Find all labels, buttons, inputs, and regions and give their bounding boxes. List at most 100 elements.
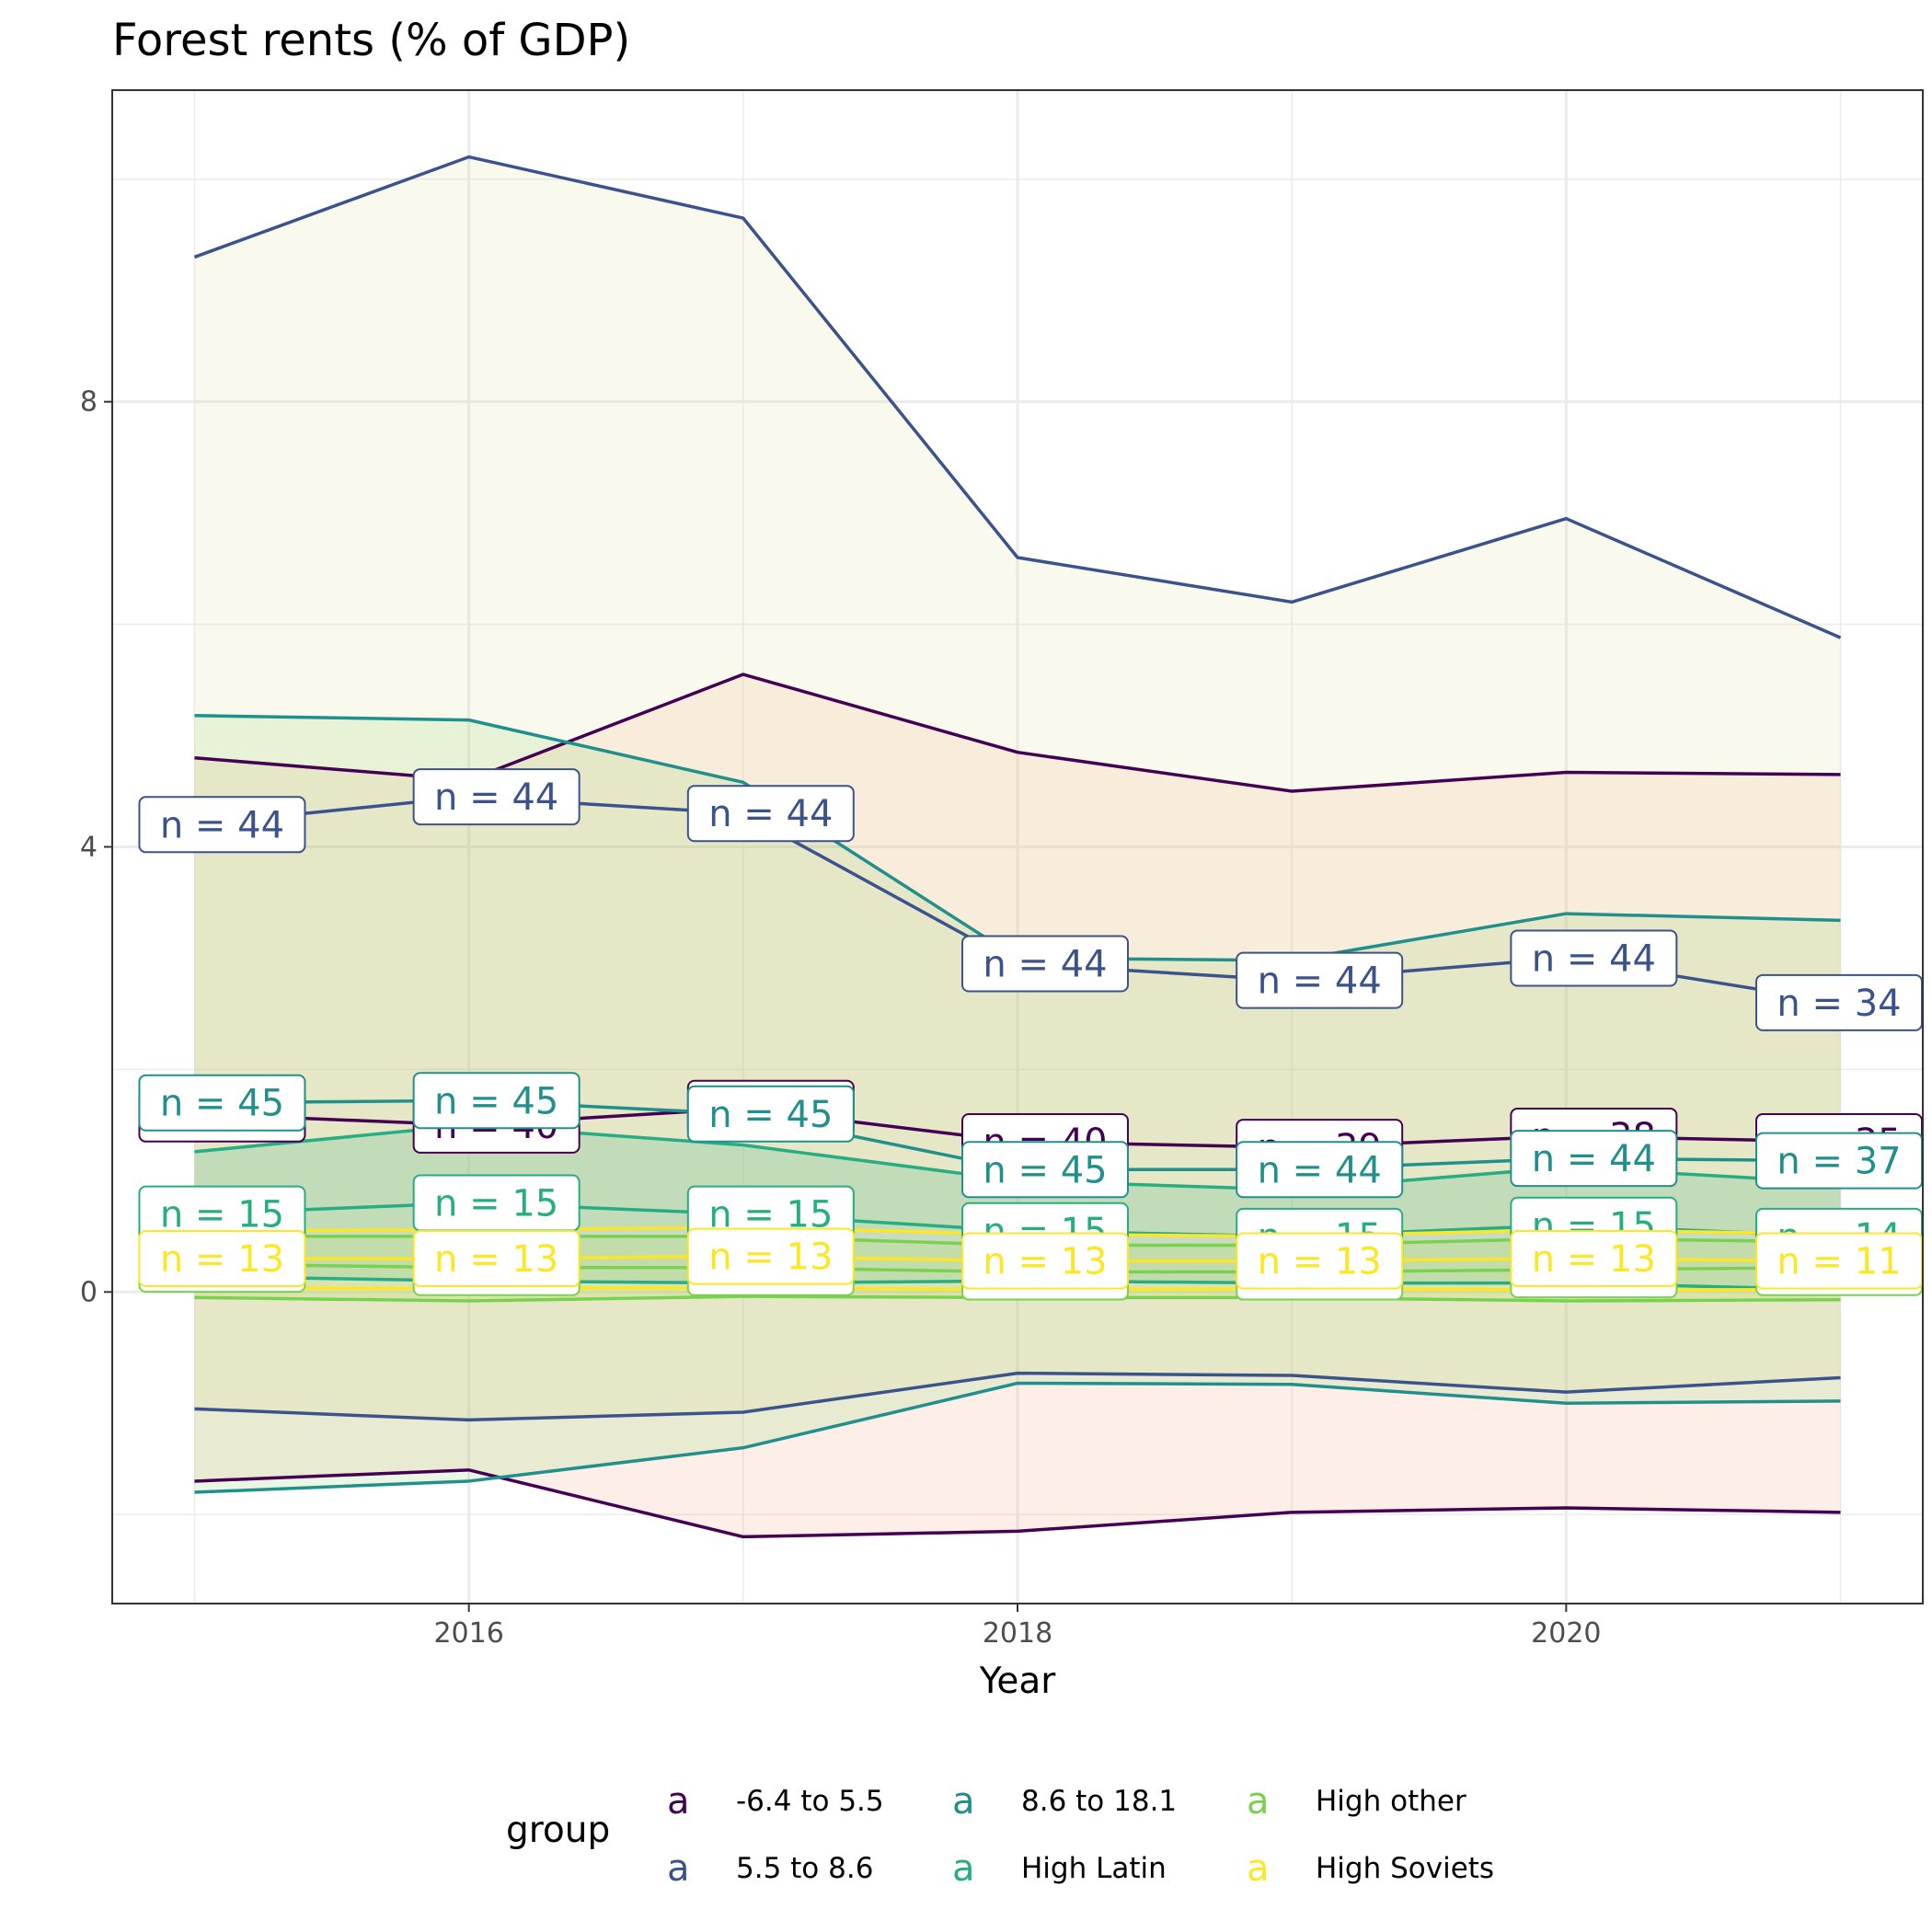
n-label-text: n = 37 xyxy=(1777,1141,1901,1183)
n-label: n = 34 xyxy=(1755,973,1923,1031)
legend-label: High Soviets xyxy=(1316,1852,1494,1885)
n-label-box xyxy=(961,935,1129,993)
x-tick-label: 2018 xyxy=(983,1617,1052,1650)
x-tick-label: 2016 xyxy=(433,1617,503,1650)
n-label: n = 44 xyxy=(1510,929,1678,987)
line-lower-8-6-to-18-1 xyxy=(194,1381,1841,1494)
n-label-text: n = 11 xyxy=(1777,1240,1901,1282)
legend-item: a High Soviets xyxy=(1247,1847,1494,1890)
n-label: n = 45 xyxy=(686,1085,855,1143)
n-label-text: n = 13 xyxy=(708,1236,833,1279)
legend-key: a xyxy=(667,1847,690,1890)
legend-key: a xyxy=(952,1780,975,1823)
n-label-box xyxy=(1510,929,1678,987)
n-label-text: n = 45 xyxy=(983,1149,1107,1191)
n-label-text: n = 44 xyxy=(434,776,558,819)
n-label: n = 45 xyxy=(412,1072,581,1130)
line-lower-5-5-to-8-6 xyxy=(194,1371,1841,1422)
n-label-box xyxy=(138,1230,306,1288)
legend-item: a High other xyxy=(1247,1780,1466,1823)
x-axis-title: Year xyxy=(979,1661,1057,1702)
n-label: n = 44 xyxy=(961,935,1129,993)
x-tick-label: 2020 xyxy=(1531,1617,1601,1650)
n-label: n = 44 xyxy=(1236,1141,1404,1199)
n-label-text: n = 13 xyxy=(983,1240,1107,1282)
n-label: n = 45 xyxy=(961,1141,1129,1199)
y-tick-label: 0 xyxy=(80,1276,98,1308)
n-label: n = 13 xyxy=(1236,1232,1404,1290)
line-upper-5-5-to-8-6 xyxy=(193,155,1842,639)
n-label-box xyxy=(961,1232,1129,1290)
n-label: n = 44 xyxy=(1510,1130,1678,1188)
n-label-text: n = 13 xyxy=(434,1238,558,1281)
legend-item: a 8.6 to 18.1 xyxy=(952,1780,1177,1823)
n-label-text: n = 44 xyxy=(1258,1149,1382,1191)
n-label: n = 37 xyxy=(1755,1132,1923,1190)
n-label-box xyxy=(1510,1230,1678,1288)
n-label-box xyxy=(412,1230,581,1288)
n-label: n = 11 xyxy=(1755,1232,1923,1290)
n-label: n = 13 xyxy=(961,1232,1129,1290)
legend-label: High Latin xyxy=(1021,1852,1167,1885)
n-label-box xyxy=(1236,1141,1404,1199)
n-label: n = 13 xyxy=(1510,1230,1678,1288)
n-label-text: n = 15 xyxy=(434,1183,558,1225)
n-label: n = 45 xyxy=(138,1074,306,1132)
n-label-text: n = 15 xyxy=(160,1194,284,1236)
line-lower--6-4-to-5-5 xyxy=(194,1468,1841,1539)
n-label-text: n = 45 xyxy=(160,1083,284,1125)
legend: a -6.4 to 5.5 a 5.5 to 8.6 a 8.6 to 18.1 a High… xyxy=(667,1780,1494,1890)
legend-label: 5.5 to 8.6 xyxy=(736,1852,873,1885)
legend-label: High other xyxy=(1316,1785,1466,1818)
n-label: n = 13 xyxy=(686,1227,855,1285)
n-label-box xyxy=(686,1227,855,1285)
n-label-text: n = 44 xyxy=(1532,937,1656,980)
n-label: n = 44 xyxy=(1236,951,1404,1009)
n-label: n = 44 xyxy=(412,768,581,826)
n-label-text: n = 13 xyxy=(1532,1238,1656,1281)
n-label-text: n = 44 xyxy=(160,804,284,846)
n-count-labels: n = 40n = 40n = 40n = 40n = 39n = 38n = … xyxy=(138,768,1923,1301)
legend-title: group xyxy=(506,1810,610,1851)
legend-item: a -6.4 to 5.5 xyxy=(667,1780,884,1823)
axes: 2016 2018 2020 0 4 8 xyxy=(80,386,1602,1650)
n-label-text: n = 44 xyxy=(708,793,833,835)
n-label-box xyxy=(138,1074,306,1132)
legend-key: a xyxy=(952,1847,975,1890)
n-label-box xyxy=(1510,1130,1678,1188)
n-label-box xyxy=(412,768,581,826)
n-label-box xyxy=(412,1072,581,1130)
n-label-box xyxy=(686,785,855,843)
n-label: n = 13 xyxy=(138,1230,306,1288)
legend-item: a High Latin xyxy=(952,1847,1167,1890)
n-label-box xyxy=(686,1085,855,1143)
n-label: n = 13 xyxy=(412,1230,581,1288)
n-label-box xyxy=(138,796,306,854)
legend-label: 8.6 to 18.1 xyxy=(1021,1785,1177,1818)
chart-title: Forest rents (% of GDP) xyxy=(112,15,630,66)
legend-item: a 5.5 to 8.6 xyxy=(667,1847,873,1890)
n-label-text: n = 45 xyxy=(434,1080,558,1122)
n-label-text: n = 13 xyxy=(160,1238,284,1281)
band-5-5-to-8-6 xyxy=(194,156,1841,1420)
n-label: n = 44 xyxy=(686,785,855,843)
legend-label: -6.4 to 5.5 xyxy=(736,1785,884,1818)
n-label-text: n = 44 xyxy=(1532,1138,1656,1180)
n-label: n = 15 xyxy=(138,1185,306,1243)
n-label-box xyxy=(1236,951,1404,1009)
n-label-text: n = 44 xyxy=(983,944,1107,986)
y-tick-label: 8 xyxy=(80,386,98,419)
legend-key: a xyxy=(1247,1847,1270,1890)
gridlines xyxy=(112,90,1923,1604)
n-label: n = 44 xyxy=(138,796,306,854)
n-label-box xyxy=(961,1141,1129,1199)
n-label-text: n = 34 xyxy=(1777,983,1901,1025)
y-tick-label: 4 xyxy=(80,832,98,864)
legend-key: a xyxy=(1247,1780,1270,1823)
n-label-box xyxy=(1236,1232,1404,1290)
n-label-text: n = 45 xyxy=(708,1094,833,1136)
legend-key: a xyxy=(667,1780,690,1823)
band--6-4-to-5-5 xyxy=(194,674,1841,1537)
n-label-text: n = 13 xyxy=(1258,1240,1382,1282)
